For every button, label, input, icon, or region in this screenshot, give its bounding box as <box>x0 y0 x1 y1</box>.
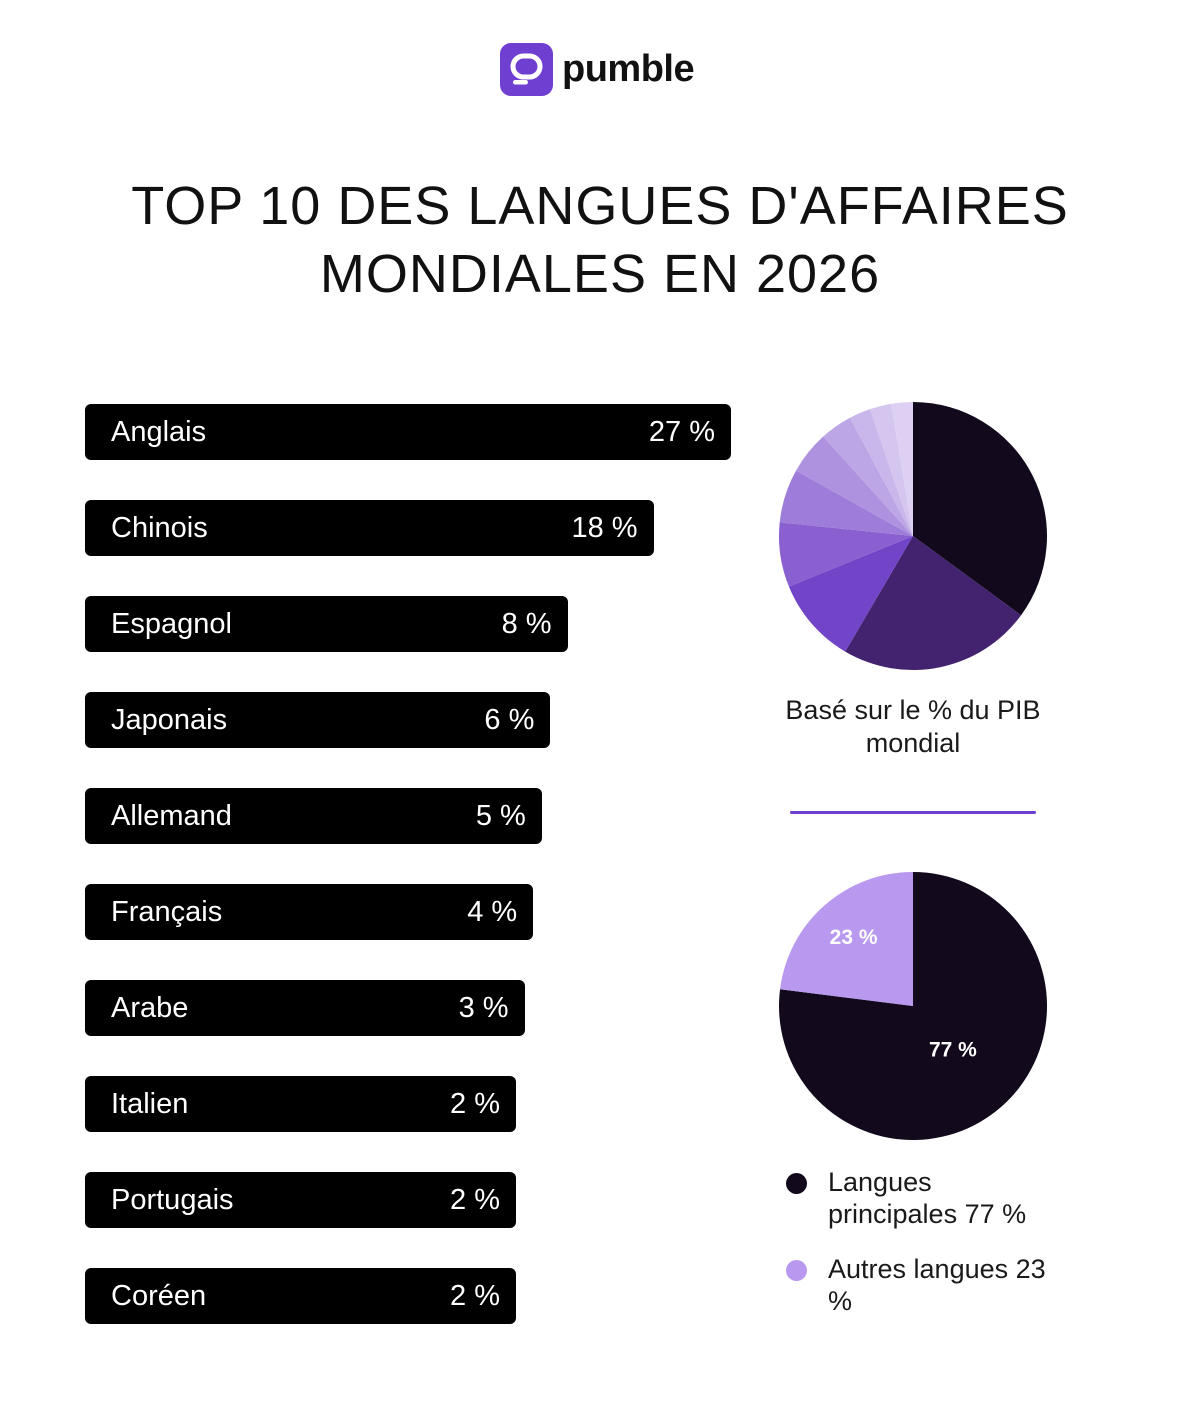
pie-slice-7 <box>849 409 913 536</box>
bar-value-label: 27 % <box>648 415 715 448</box>
bar-1: Chinois 18 % <box>85 500 654 556</box>
main-vs-other-pie-chart: 77 % 23 % <box>779 872 1048 1140</box>
brand-name: pumble <box>562 48 695 90</box>
legend-label-other-languages: Autres langues 23 % <box>828 1254 1046 1316</box>
bar-label: Portugais <box>111 1183 234 1216</box>
bar-0: Anglais 27 % <box>85 404 731 460</box>
bar-label: Italien <box>111 1087 189 1120</box>
bar-4: Allemand 5 % <box>85 788 542 844</box>
pie-slice-2 <box>788 536 913 652</box>
title-line-2: MONDIALES EN 2026 <box>319 244 881 304</box>
bar-value-label: 8 % <box>501 607 552 640</box>
bar-value-label: 3 % <box>458 991 509 1024</box>
bar-label: Allemand <box>111 799 232 832</box>
bar-7: Italien 2 % <box>85 1076 516 1132</box>
bar-label: Français <box>111 895 223 928</box>
page-title: TOP 10 DES LANGUES D'AFFAIRES MONDIALES … <box>0 172 1200 308</box>
pie-slice-8 <box>870 403 913 536</box>
legend-label-main-languages: Langues principales 77 % <box>828 1167 1027 1229</box>
bar-label: Japonais <box>111 703 228 736</box>
pie-slice-label: 23 % <box>830 926 878 949</box>
bar-chart: Anglais 27 % Chinois 18 % Espagnol 8 % Japonai… <box>85 404 731 1324</box>
bar-9: Coréen 2 % <box>85 1268 516 1324</box>
bar-value-label: 5 % <box>475 799 526 832</box>
legend-item-main-languages: Langues principales 77 % <box>786 1166 1063 1230</box>
pie-slice-4 <box>779 470 913 536</box>
bar-value-label: 2 % <box>450 1087 500 1120</box>
bar-2: Espagnol 8 % <box>85 596 568 652</box>
bar-6: Arabe 3 % <box>85 980 525 1036</box>
bar-value-label: 6 % <box>484 703 535 736</box>
pumble-logo: pumble <box>500 43 695 96</box>
title-line-1: TOP 10 DES LANGUES D'AFFAIRES <box>131 176 1069 236</box>
bar-label: Coréen <box>111 1279 207 1312</box>
bar-3: Japonais 6 % <box>85 692 551 748</box>
pumble-logo-icon <box>500 43 553 96</box>
bar-value-label: 2 % <box>450 1183 500 1216</box>
pie-slice-1 <box>845 536 1022 671</box>
pie-slice-1 <box>780 872 913 1006</box>
pie-slice-label: 77 % <box>929 1039 977 1062</box>
gdp-share-pie-chart <box>779 402 1048 671</box>
bar-label: Arabe <box>111 991 189 1024</box>
bar-value-label: 4 % <box>467 895 518 928</box>
legend-item-other-languages: Autres langues 23 % <box>786 1253 1063 1317</box>
pie-slice-9 <box>891 402 913 536</box>
pie-slice-5 <box>796 436 913 536</box>
pie-slice-0 <box>779 872 1048 1140</box>
pie-legend: Langues principales 77 % Autres langues … <box>786 1166 1063 1340</box>
bar-value-label: 18 % <box>571 511 638 544</box>
bar-5: Français 4 % <box>85 884 534 940</box>
pie-caption: Basé sur le % du PIB mondial <box>785 695 1041 758</box>
bar-8: Portugais 2 % <box>85 1172 516 1228</box>
section-divider <box>790 811 1036 814</box>
legend-dot-other-languages <box>786 1260 807 1281</box>
bar-label: Anglais <box>111 415 207 448</box>
pie-slice-0 <box>913 402 1048 616</box>
legend-dot-main-languages <box>786 1173 807 1194</box>
pie-slice-3 <box>779 522 913 587</box>
pie-slice-6 <box>823 417 913 536</box>
bar-value-label: 2 % <box>450 1279 500 1312</box>
bar-label: Chinois <box>111 511 208 544</box>
bar-label: Espagnol <box>111 607 232 640</box>
